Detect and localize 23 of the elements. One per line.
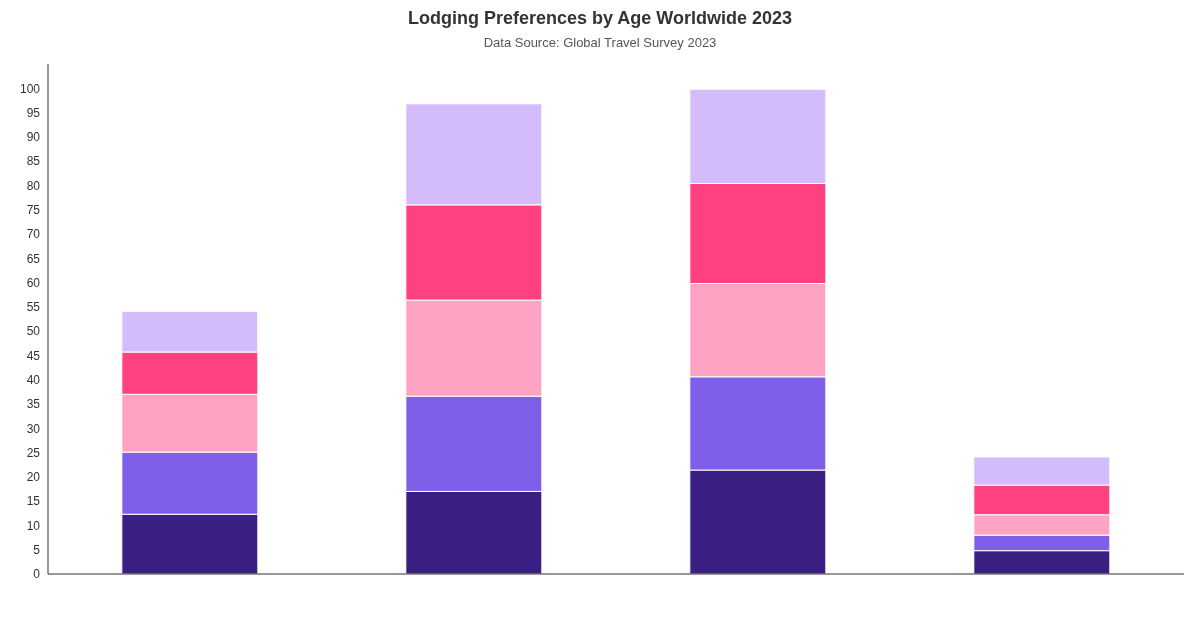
y-tick-label: 55 bbox=[26, 300, 41, 315]
y-tick-label: 35 bbox=[26, 397, 41, 412]
y-tick-label: 70 bbox=[26, 227, 41, 242]
y-tick-label: 10 bbox=[26, 518, 41, 533]
y-tick-label: 25 bbox=[26, 445, 41, 460]
y-tick-label: 65 bbox=[26, 251, 41, 266]
y-tick-label: 95 bbox=[26, 105, 41, 120]
y-tick-label: 50 bbox=[26, 324, 41, 339]
y-tick-label: 75 bbox=[26, 202, 41, 217]
y-tick-label: 100 bbox=[19, 81, 41, 96]
y-tick-label: 60 bbox=[26, 275, 41, 290]
y-tick-label: 30 bbox=[26, 421, 41, 436]
y-tick-label: 80 bbox=[26, 178, 41, 193]
y-tick-label: 90 bbox=[26, 130, 41, 145]
y-tick-label: 85 bbox=[26, 154, 41, 169]
chart-title: Lodging Preferences by Age Worldwide 2023 bbox=[406, 8, 794, 29]
y-tick-label: 15 bbox=[26, 494, 41, 509]
y-tick-label: 0 bbox=[33, 567, 41, 582]
y-tick-label: 45 bbox=[26, 348, 41, 363]
y-tick-label: 5 bbox=[33, 542, 41, 557]
y-tick-label: 20 bbox=[26, 470, 41, 485]
chart-subtitle: Data Source: Global Travel Survey 2023 bbox=[482, 35, 718, 50]
y-tick-label: 40 bbox=[26, 372, 41, 387]
